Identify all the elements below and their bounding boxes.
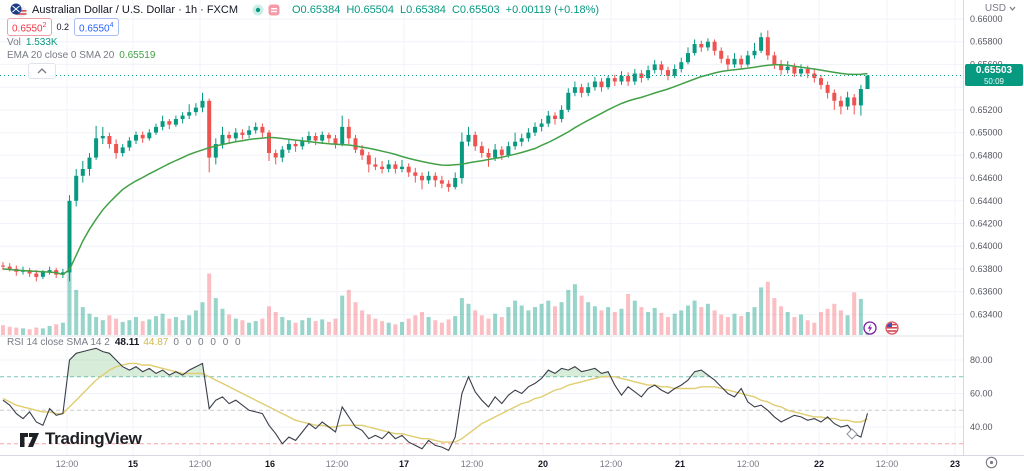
rsi-ma-value: 44.87 (143, 337, 169, 348)
market-status-icon[interactable] (252, 4, 264, 16)
svg-text:0.63400: 0.63400 (970, 309, 1003, 319)
marker-price: 0.65503 (975, 65, 1013, 76)
svg-text:60.00: 60.00 (970, 389, 993, 399)
symbol-pair-logo-icon (10, 3, 27, 18)
chevron-up-icon (37, 68, 47, 74)
ema-legend[interactable]: EMA 20 close 0 SMA 20 0.65519 (7, 50, 155, 61)
quote-row: 0.65502 0.2 0.65504 (7, 18, 119, 37)
candles (1, 30, 870, 282)
chevron-down-icon (1009, 6, 1016, 11)
event-diamond-icon (846, 428, 858, 440)
svg-text:0.64800: 0.64800 (970, 150, 1003, 160)
rsi-label: RSI 14 close SMA 14 2 (7, 337, 110, 348)
svg-text:0.66000: 0.66000 (970, 14, 1003, 24)
svg-text:0.63800: 0.63800 (970, 264, 1003, 274)
rsi-overbought-fill (67, 348, 711, 377)
current-price-marker: 0.65503 50:09 (965, 64, 1023, 86)
tradingview-logo-icon (20, 432, 39, 447)
ema-value: 0.65519 (119, 50, 156, 61)
spread-value: 0.2 (56, 22, 70, 33)
svg-text:12:00: 12:00 (326, 459, 349, 469)
ohlc-high: H0.65504 (346, 4, 395, 16)
svg-text:40.00: 40.00 (970, 422, 993, 432)
marker-countdown: 50:09 (983, 77, 1005, 86)
svg-text:20: 20 (538, 459, 548, 469)
collapse-pane-button[interactable] (28, 63, 56, 79)
svg-text:0.65200: 0.65200 (970, 105, 1003, 115)
svg-text:21: 21 (675, 459, 685, 469)
ohlc-low: L0.65384 (400, 4, 446, 16)
svg-text:15: 15 (128, 459, 138, 469)
svg-text:12:00: 12:00 (461, 459, 484, 469)
watermark-text: TradingView (45, 429, 142, 448)
clock-button[interactable] (985, 456, 998, 469)
volume-legend[interactable]: Vol 1.533K (7, 37, 58, 48)
economic-event-lightning-icon (863, 321, 877, 335)
svg-text:17: 17 (399, 459, 409, 469)
currency-selector[interactable]: USD (985, 3, 1016, 14)
svg-text:0.64600: 0.64600 (970, 173, 1003, 183)
svg-text:16: 16 (265, 459, 275, 469)
svg-text:12:00: 12:00 (600, 459, 623, 469)
ohlc-open: O0.65384 (292, 4, 341, 16)
rsi-line (2, 347, 869, 452)
ema-line (2, 63, 868, 276)
svg-text:0.64200: 0.64200 (970, 219, 1003, 229)
currency-label: USD (984, 3, 1006, 14)
ema-label: EMA 20 close 0 SMA 20 (7, 50, 115, 61)
svg-text:22: 22 (814, 459, 824, 469)
svg-text:0.65000: 0.65000 (970, 128, 1003, 138)
price-axis-labels[interactable]: 0.660000.658000.656000.652000.650000.648… (970, 14, 1003, 432)
volume-label: Vol (7, 37, 21, 48)
svg-text:12:00: 12:00 (737, 459, 760, 469)
svg-text:0.65800: 0.65800 (970, 37, 1003, 47)
volume-bars (1, 261, 870, 335)
notifications-flag-icon[interactable] (268, 4, 280, 16)
us-flag-event-icon (885, 321, 899, 335)
svg-text:0.63600: 0.63600 (970, 287, 1003, 297)
svg-text:12:00: 12:00 (189, 459, 212, 469)
ohlc-readout: O0.65384 H0.65504 L0.65384 C0.65503 +0.0… (292, 4, 599, 16)
svg-text:80.00: 80.00 (970, 355, 993, 365)
symbol-title[interactable]: Australian Dollar / U.S. Dollar · 1h · F… (32, 4, 238, 16)
rsi-band-values: 0 0 0 0 0 0 (173, 337, 243, 348)
ask-button[interactable]: 0.65504 (74, 18, 119, 37)
ohlc-change: +0.00119 (+0.18%) (505, 4, 600, 16)
bid-button[interactable]: 0.65502 (7, 18, 52, 37)
symbol-header: Australian Dollar / U.S. Dollar · 1h · F… (7, 3, 599, 18)
event-icons[interactable] (846, 321, 899, 440)
ohlc-close: C0.65503 (451, 4, 500, 16)
svg-text:0.64400: 0.64400 (970, 196, 1003, 206)
svg-text:12:00: 12:00 (56, 459, 79, 469)
pane-separators[interactable] (0, 0, 1024, 456)
svg-text:0.64000: 0.64000 (970, 241, 1003, 251)
svg-text:12:00: 12:00 (876, 459, 899, 469)
time-axis-labels[interactable]: 12:00 15 12:00 16 12:00 17 12:00 20 12:00 21 12:00… (56, 459, 960, 469)
tradingview-attribution[interactable]: TradingView (20, 429, 142, 449)
volume-value: 1.533K (25, 37, 58, 48)
svg-text:23: 23 (950, 459, 960, 469)
rsi-value: 48.11 (114, 337, 140, 348)
rsi-legend[interactable]: RSI 14 close SMA 14 2 48.11 44.87 0 0 0 0 0… (7, 337, 243, 348)
